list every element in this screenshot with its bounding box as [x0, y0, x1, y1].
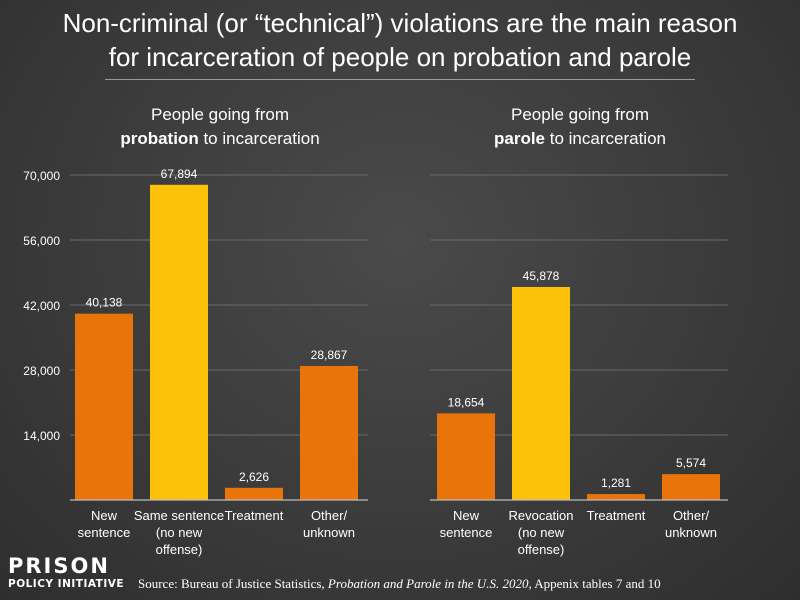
- probation-category-label-1: Same sentence: [134, 508, 224, 523]
- probation-value-label-1: 67,894: [161, 167, 198, 181]
- panel-title-probation-line2: probation to incarceration: [70, 127, 370, 151]
- probation-ytick-label: 42,000: [23, 299, 60, 313]
- probation-value-label-0: 40,138: [86, 296, 123, 310]
- probation-category-label-0: sentence: [78, 525, 131, 540]
- panel-title-parole: People going from parole to incarceratio…: [430, 103, 730, 151]
- parole-category-label-0: New: [453, 508, 480, 523]
- title-line-1: Non-criminal (or “technical”) violations…: [62, 8, 738, 38]
- source-note: Source: Bureau of Justice Statistics, Pr…: [138, 576, 661, 592]
- probation-ytick-label: 56,000: [23, 234, 60, 248]
- parole-value-label-0: 18,654: [448, 395, 485, 409]
- probation-bar-1: [150, 184, 208, 500]
- panel-title-probation-bold: probation: [120, 129, 199, 148]
- parole-bar-0: [437, 413, 495, 500]
- parole-category-label-1: (no new: [518, 525, 565, 540]
- parole-category-label-2: Treatment: [587, 508, 646, 523]
- probation-ytick-label: 70,000: [23, 169, 60, 183]
- panel-title-parole-rest: to incarceration: [545, 129, 666, 148]
- parole-category-label-3: unknown: [665, 525, 717, 540]
- parole-bar-3: [662, 474, 720, 500]
- panel-title-probation: People going from probation to incarcera…: [70, 103, 370, 151]
- chart-title: Non-criminal (or “technical”) violations…: [0, 6, 800, 74]
- probation-category-label-3: Other/: [311, 508, 348, 523]
- probation-bar-2: [225, 487, 283, 500]
- probation-ytick-label: 28,000: [23, 364, 60, 378]
- parole-value-label-2: 1,281: [601, 476, 631, 490]
- logo-line-2: POLICY INITIATIVE: [8, 578, 125, 590]
- probation-value-label-2: 2,626: [239, 470, 269, 484]
- probation-category-label-1: (no new: [156, 525, 203, 540]
- parole-value-label-3: 5,574: [676, 456, 706, 470]
- source-suffix: , Appenix tables 7 and 10: [528, 576, 661, 591]
- probation-category-label-2: Treatment: [225, 508, 284, 523]
- probation-ytick-label: 14,000: [23, 429, 60, 443]
- parole-category-label-1: offense): [518, 542, 565, 557]
- parole-category-label-0: sentence: [440, 525, 493, 540]
- panel-title-parole-line1: People going from: [511, 105, 649, 124]
- source-italic: Probation and Parole in the U.S. 2020: [327, 576, 529, 591]
- probation-bar-0: [75, 313, 133, 500]
- source-prefix: Source: Bureau of Justice Statistics,: [138, 576, 328, 591]
- title-divider: [105, 79, 695, 80]
- panel-title-probation-line1: People going from: [151, 105, 289, 124]
- parole-bar-2: [587, 494, 645, 500]
- logo: PRISON POLICY INITIATIVE: [8, 555, 124, 591]
- probation-value-label-3: 28,867: [311, 348, 348, 362]
- logo-line-1: PRISON: [8, 554, 110, 578]
- parole-category-label-3: Other/: [673, 508, 710, 523]
- panel-title-probation-rest: to incarceration: [198, 129, 320, 148]
- panel-title-parole-line2: parole to incarceration: [430, 127, 730, 151]
- probation-bar-3: [300, 365, 358, 500]
- title-line-2: for incarceration of people on probation…: [108, 42, 692, 72]
- probation-category-label-0: New: [91, 508, 118, 523]
- parole-value-label-1: 45,878: [523, 269, 560, 283]
- probation-category-label-3: unknown: [303, 525, 355, 540]
- parole-category-label-1: Revocation: [508, 508, 573, 523]
- parole-bar-1: [512, 286, 570, 500]
- panel-title-parole-bold: parole: [494, 129, 546, 148]
- probation-category-label-1: offense): [156, 542, 203, 557]
